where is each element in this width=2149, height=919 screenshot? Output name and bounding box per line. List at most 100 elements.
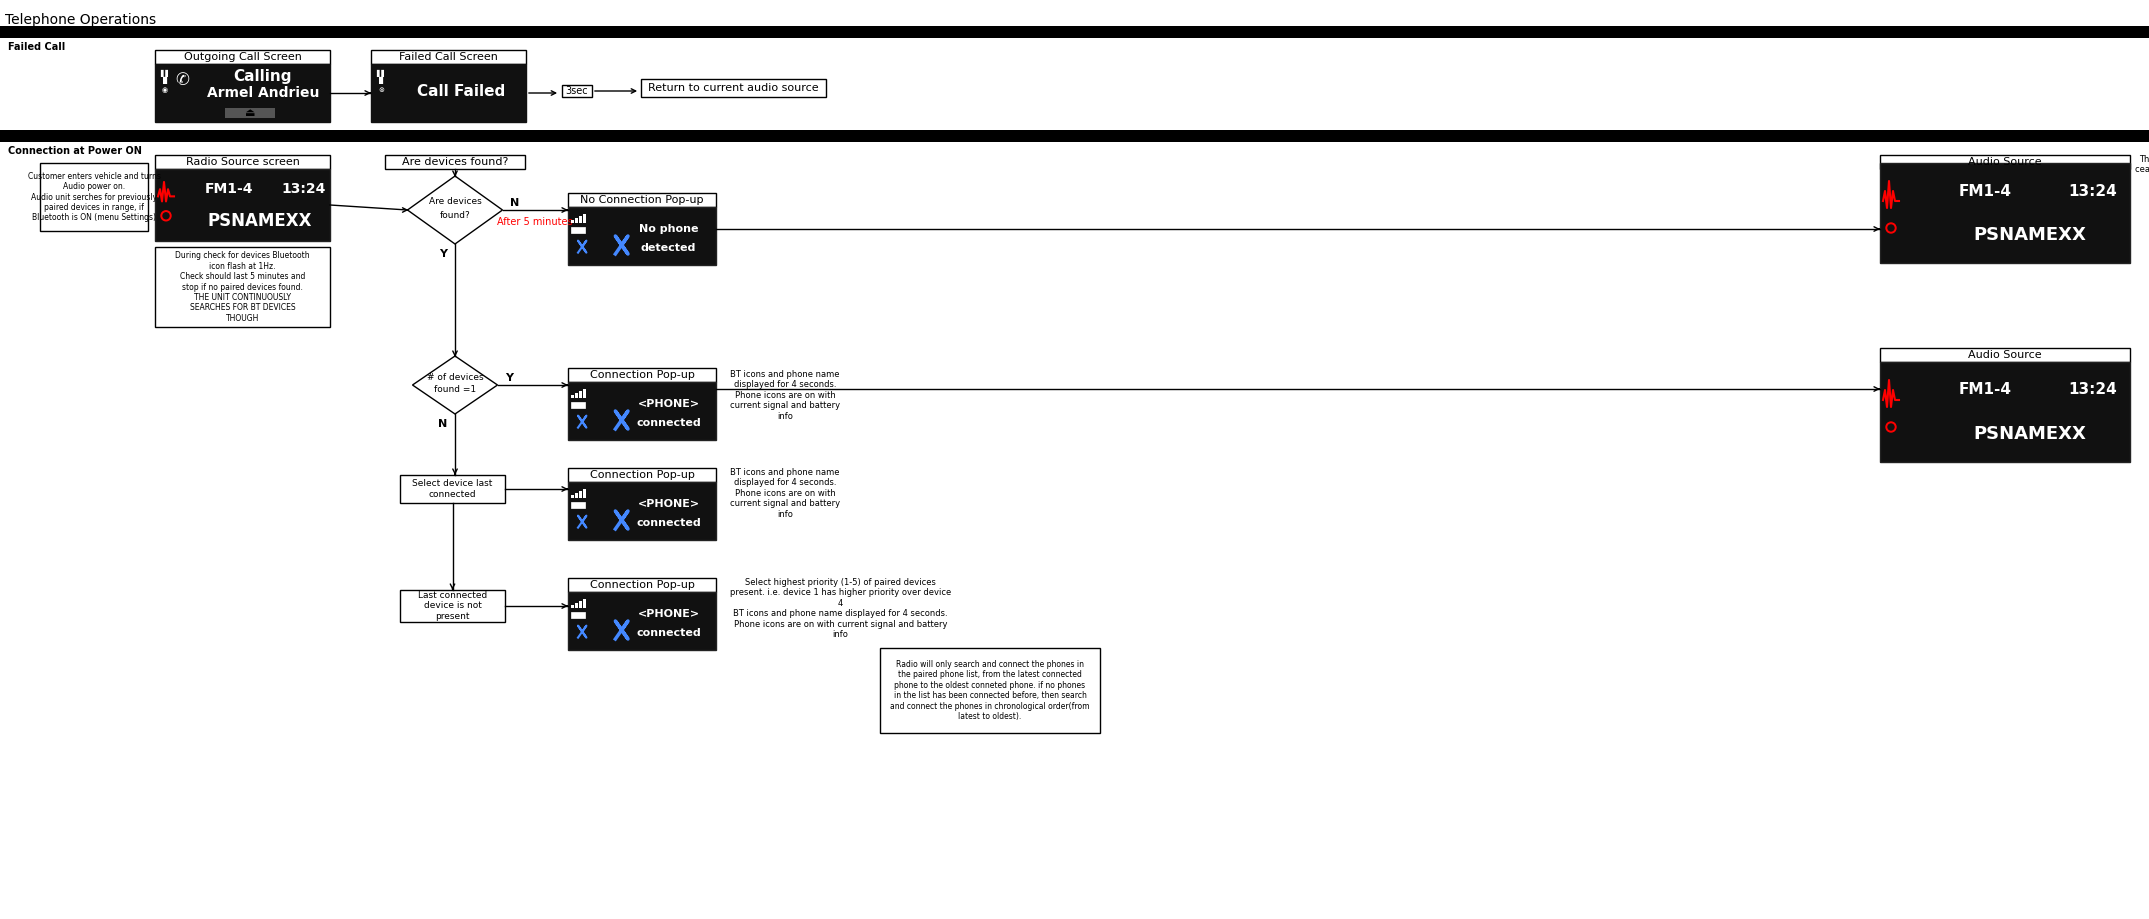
FancyBboxPatch shape [578,491,582,498]
Text: Radio Source screen: Radio Source screen [185,157,299,167]
FancyBboxPatch shape [578,601,582,608]
FancyBboxPatch shape [582,489,587,498]
Text: found =1: found =1 [434,385,477,394]
Text: PSNAMEXX: PSNAMEXX [1973,226,2087,244]
Text: Radio will only search and connect the phones in
the paired phone list, from the: Radio will only search and connect the p… [890,660,1090,721]
Text: Audio Source: Audio Source [1968,350,2042,360]
Text: Failed Call: Failed Call [9,42,64,52]
Text: Are devices found?: Are devices found? [402,157,507,167]
FancyBboxPatch shape [567,578,716,592]
FancyBboxPatch shape [640,79,825,97]
Text: <PHONE>: <PHONE> [638,399,701,409]
FancyBboxPatch shape [155,50,331,64]
Text: connected: connected [636,417,701,427]
Text: BT icons and phone name
displayed for 4 seconds.
Phone icons are on with
current: BT icons and phone name displayed for 4 … [731,468,840,518]
Text: Select device last
connected: Select device last connected [413,480,492,499]
FancyBboxPatch shape [155,169,331,241]
FancyBboxPatch shape [572,495,574,498]
FancyBboxPatch shape [582,389,587,398]
FancyBboxPatch shape [1880,348,2130,362]
Text: Connection Pop-up: Connection Pop-up [589,370,694,380]
Text: 13:24: 13:24 [282,182,327,196]
FancyBboxPatch shape [0,26,2149,38]
FancyBboxPatch shape [563,85,591,97]
Text: N: N [438,419,447,429]
FancyBboxPatch shape [578,216,582,223]
FancyBboxPatch shape [155,155,331,169]
Text: N: N [509,198,520,208]
Text: ▌▌: ▌▌ [159,70,170,76]
Polygon shape [408,176,503,244]
Text: connected: connected [636,628,701,638]
Text: Connection Pop-up: Connection Pop-up [589,470,694,480]
FancyBboxPatch shape [155,64,331,122]
FancyBboxPatch shape [576,393,578,398]
Circle shape [1887,223,1895,233]
Text: ⏏: ⏏ [245,108,256,118]
Polygon shape [413,356,499,414]
FancyBboxPatch shape [385,155,524,169]
FancyBboxPatch shape [400,475,505,503]
FancyBboxPatch shape [572,220,574,223]
FancyBboxPatch shape [572,395,574,398]
FancyBboxPatch shape [576,218,578,223]
Text: Select highest priority (1-5) of paired devices
present. i.e. device 1 has highe: Select highest priority (1-5) of paired … [731,578,952,639]
Text: Audio Source: Audio Source [1968,157,2042,167]
Text: ▌▌: ▌▌ [376,70,387,76]
Text: FM1-4: FM1-4 [204,182,254,196]
FancyBboxPatch shape [1880,163,2130,263]
FancyBboxPatch shape [572,403,585,408]
FancyBboxPatch shape [1880,155,2130,169]
Text: <PHONE>: <PHONE> [638,499,701,509]
FancyBboxPatch shape [567,382,716,440]
FancyBboxPatch shape [567,193,716,207]
Text: BT icons and phone name
displayed for 4 seconds.
Phone icons are on with
current: BT icons and phone name displayed for 4 … [731,370,840,421]
FancyBboxPatch shape [372,64,527,122]
Text: <PHONE>: <PHONE> [638,609,701,619]
FancyBboxPatch shape [572,612,585,618]
FancyBboxPatch shape [372,50,527,64]
Text: 3sec: 3sec [565,86,589,96]
FancyBboxPatch shape [578,391,582,398]
Text: During check for devices Bluetooth
icon flash at 1Hz.
Check should last 5 minute: During check for devices Bluetooth icon … [176,251,309,323]
Text: Last connected
device is not
present: Last connected device is not present [417,591,488,621]
FancyBboxPatch shape [567,368,716,382]
Text: FM1-4: FM1-4 [1958,382,2011,398]
Text: ⊗: ⊗ [378,87,385,93]
Text: Connection at Power ON: Connection at Power ON [9,146,142,156]
Text: connected: connected [636,517,701,528]
FancyBboxPatch shape [879,648,1100,733]
Text: ▊: ▊ [378,76,385,84]
FancyBboxPatch shape [400,590,505,622]
Text: After 5 minutes: After 5 minutes [496,217,574,227]
Text: Customer enters vehicle and turns
Audio power on.
Audio unit serches for previou: Customer enters vehicle and turns Audio … [28,172,161,222]
Text: Failed Call Screen: Failed Call Screen [400,52,499,62]
Text: No phone: No phone [638,224,698,234]
Text: The Phone icons
cease to flash and
remain off.: The Phone icons cease to flash and remai… [2134,155,2149,185]
Circle shape [161,210,172,221]
FancyBboxPatch shape [572,605,574,608]
Text: ✆: ✆ [174,71,189,89]
Text: ◉: ◉ [161,87,168,93]
Text: Connection Pop-up: Connection Pop-up [589,580,694,590]
FancyBboxPatch shape [41,163,148,231]
FancyBboxPatch shape [567,482,716,540]
Circle shape [1889,225,1893,231]
FancyBboxPatch shape [576,603,578,608]
Text: Calling: Calling [234,70,292,85]
Text: 13:24: 13:24 [2067,184,2117,199]
FancyBboxPatch shape [1880,362,2130,462]
Text: Outgoing Call Screen: Outgoing Call Screen [183,52,301,62]
Text: Return to current audio source: Return to current audio source [649,83,819,93]
FancyBboxPatch shape [572,227,585,233]
Circle shape [163,213,170,219]
Text: Telephone Operations: Telephone Operations [4,13,157,27]
Text: ▊: ▊ [163,76,168,84]
Text: detected: detected [640,243,696,253]
Text: No Connection Pop-up: No Connection Pop-up [580,195,703,205]
FancyBboxPatch shape [0,130,2149,142]
Text: 13:24: 13:24 [2067,382,2117,398]
Text: Call Failed: Call Failed [417,85,505,99]
FancyBboxPatch shape [572,503,585,508]
Text: Y: Y [438,249,447,259]
